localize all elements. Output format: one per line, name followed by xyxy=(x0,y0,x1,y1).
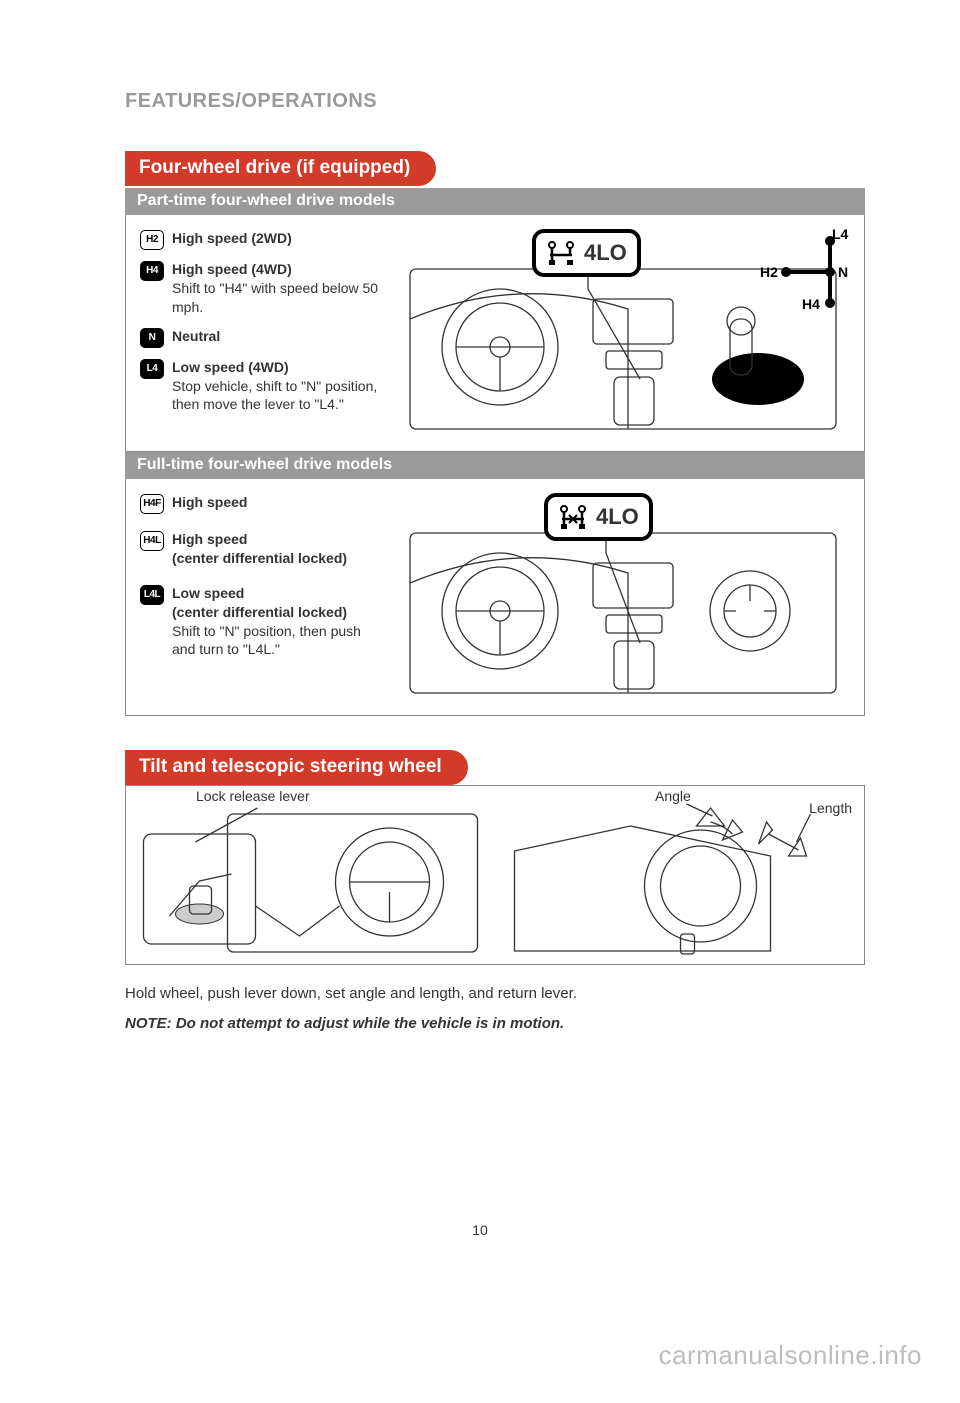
legend-text: Low speed (center differential locked) S… xyxy=(172,584,380,660)
callout-label: 4LO xyxy=(596,504,639,530)
legend-title: Low speed xyxy=(172,585,244,601)
legend-text: Neutral xyxy=(172,327,220,346)
watermark: carmanualsonline.info xyxy=(659,1340,922,1371)
badge-n-icon: N xyxy=(140,328,164,348)
parttime-subheading: Part-time four-wheel drive models xyxy=(125,188,865,215)
fulltime-illustration: 4LO xyxy=(392,493,854,701)
gear-l4-label: L4 xyxy=(832,229,849,242)
steering-box: Lock release lever xyxy=(125,785,865,965)
legend-row: H2 High speed (2WD) xyxy=(140,229,380,250)
label-length: Length xyxy=(809,800,852,816)
callout-4lo: 4LO xyxy=(544,493,653,541)
legend-title: High speed (2WD) xyxy=(172,230,292,246)
gear-h4-label: H4 xyxy=(802,296,820,312)
legend-title: High speed xyxy=(172,531,247,547)
gear-n-label: N xyxy=(838,264,848,280)
legend-row: L4L Low speed (center differential locke… xyxy=(140,584,380,660)
fulltime-box: H4F High speed H4L High speed (center di… xyxy=(125,479,865,716)
fulltime-subheading: Full-time four-wheel drive models xyxy=(125,452,865,479)
gear-pattern-icon: L4 H2 N H4 xyxy=(758,229,854,315)
tilt-telescope-sketch-icon xyxy=(505,786,856,956)
transfer-gear-icon xyxy=(546,239,576,267)
label-angle: Angle xyxy=(655,788,691,804)
legend-text: High speed (4WD) Shift to "H4" with spee… xyxy=(172,260,380,317)
section2-heading: Tilt and telescopic steering wheel xyxy=(125,750,468,785)
legend-desc: Shift to "N" position, then push and tur… xyxy=(172,622,380,660)
callout-label: 4LO xyxy=(584,240,627,266)
steering-right-illustration: Angle Length xyxy=(505,786,856,956)
parttime-legend: H2 High speed (2WD) H4 High speed (4WD) … xyxy=(140,229,380,437)
legend-row: N Neutral xyxy=(140,327,380,348)
badge-h4l-icon: H4L xyxy=(140,531,164,551)
label-lock-release: Lock release lever xyxy=(196,788,310,804)
badge-l4l-icon: L4L xyxy=(140,585,164,605)
legend-text: High speed (center differential locked) xyxy=(172,530,347,568)
badge-h4f-icon: H4F xyxy=(140,494,164,514)
legend-row: H4 High speed (4WD) Shift to "H4" with s… xyxy=(140,260,380,317)
section1-heading: Four-wheel drive (if equipped) xyxy=(125,151,436,186)
legend-desc: Shift to "H4" with speed below 50 mph. xyxy=(172,279,380,317)
page: FEATURES/OPERATIONS Four-wheel drive (if… xyxy=(0,0,960,1403)
legend-row: H4L High speed (center differential lock… xyxy=(140,530,380,568)
callout-4lo: 4LO xyxy=(532,229,641,277)
legend-desc: Stop vehicle, shift to "N" position, the… xyxy=(172,377,380,415)
legend-desc-bold: (center differential locked) xyxy=(172,603,380,622)
legend-text: Low speed (4WD) Stop vehicle, shift to "… xyxy=(172,358,380,415)
note-text: NOTE: Do not attempt to adjust while the… xyxy=(125,1015,865,1032)
lock-release-sketch-icon xyxy=(134,786,485,956)
legend-title: High speed (4WD) xyxy=(172,261,292,277)
legend-text: High speed xyxy=(172,493,247,512)
badge-h4-icon: H4 xyxy=(140,261,164,281)
badge-l4-icon: L4 xyxy=(140,359,164,379)
legend-row: L4 Low speed (4WD) Stop vehicle, shift t… xyxy=(140,358,380,415)
page-header: FEATURES/OPERATIONS xyxy=(125,90,865,113)
badge-h2-icon: H2 xyxy=(140,230,164,250)
legend-title: Low speed (4WD) xyxy=(172,359,289,375)
parttime-illustration: 4LO L4 H2 N H4 xyxy=(392,229,854,437)
legend-title: Neutral xyxy=(172,328,220,344)
page-number: 10 xyxy=(0,1222,960,1238)
legend-row: H4F High speed xyxy=(140,493,380,514)
fulltime-legend: H4F High speed H4L High speed (center di… xyxy=(140,493,380,701)
steering-inner: Lock release lever xyxy=(126,786,864,964)
legend-title: High speed xyxy=(172,494,247,510)
body-text: Hold wheel, push lever down, set angle a… xyxy=(125,983,865,1005)
parttime-box: H2 High speed (2WD) H4 High speed (4WD) … xyxy=(125,215,865,452)
legend-desc-bold: (center differential locked) xyxy=(172,549,347,568)
legend-text: High speed (2WD) xyxy=(172,229,292,248)
gear-h2-label: H2 xyxy=(760,264,778,280)
transfer-gear-lock-icon xyxy=(558,503,588,531)
steering-left-illustration: Lock release lever xyxy=(134,786,485,956)
